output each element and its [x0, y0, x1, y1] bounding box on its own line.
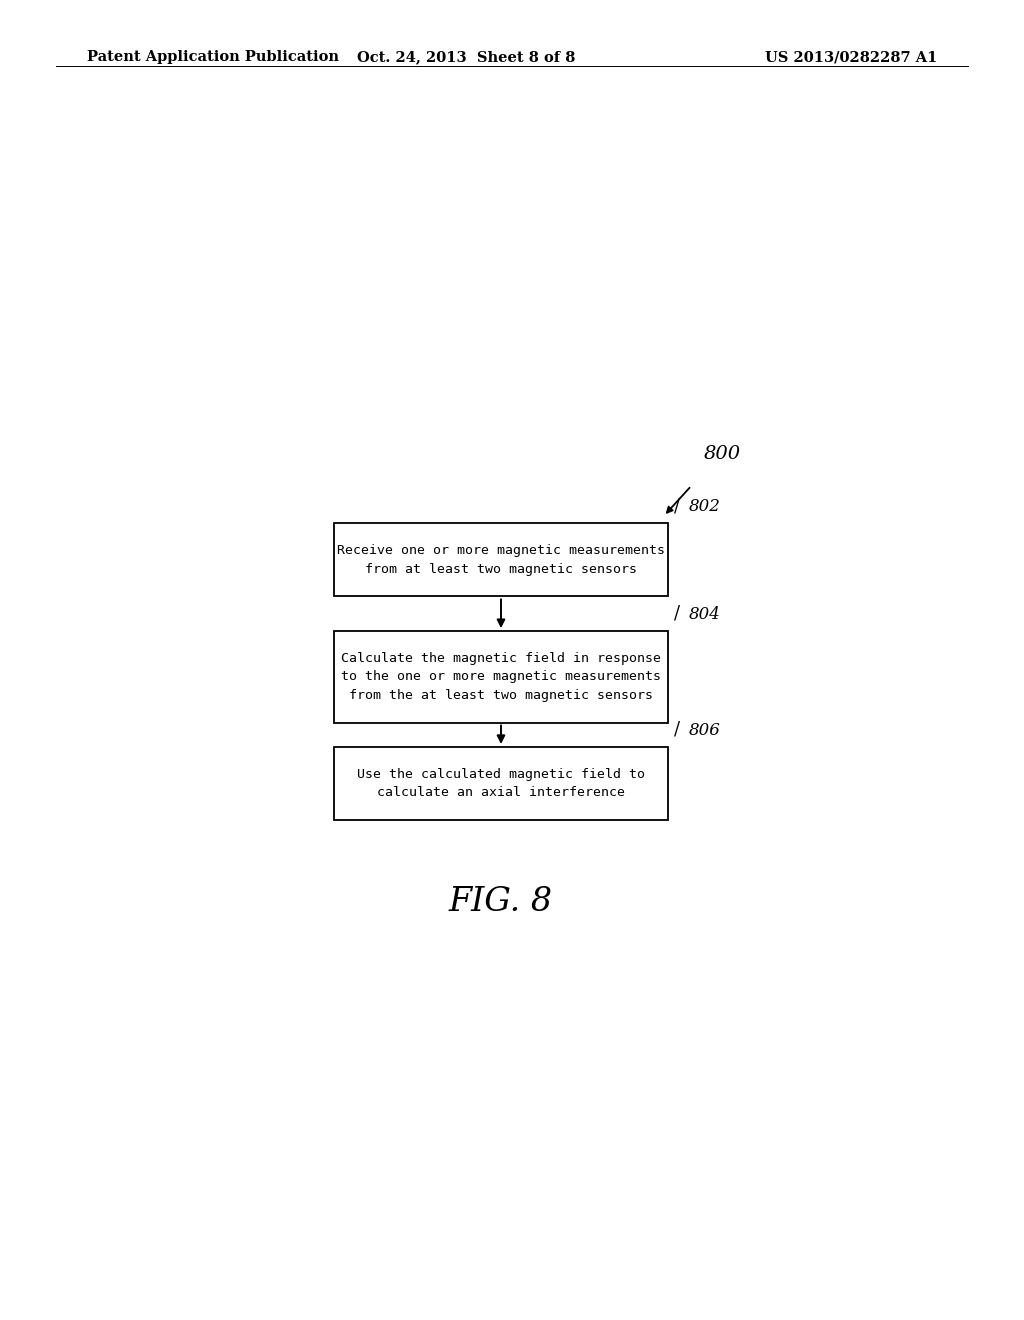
- Text: Patent Application Publication: Patent Application Publication: [87, 50, 339, 65]
- Bar: [334, 631, 668, 722]
- Bar: [334, 523, 668, 597]
- Text: 800: 800: [703, 445, 740, 463]
- Text: 802: 802: [688, 498, 720, 515]
- Text: Oct. 24, 2013  Sheet 8 of 8: Oct. 24, 2013 Sheet 8 of 8: [356, 50, 575, 65]
- Text: Use the calculated magnetic field to
calculate an axial interference: Use the calculated magnetic field to cal…: [357, 768, 645, 799]
- Text: 804: 804: [688, 606, 720, 623]
- Text: Receive one or more magnetic measurements
from at least two magnetic sensors: Receive one or more magnetic measurement…: [337, 544, 665, 576]
- Text: US 2013/0282287 A1: US 2013/0282287 A1: [765, 50, 937, 65]
- Text: FIG. 8: FIG. 8: [449, 887, 553, 919]
- Text: /: /: [674, 498, 680, 515]
- Text: 806: 806: [688, 722, 720, 739]
- Text: /: /: [674, 605, 680, 623]
- Bar: [334, 747, 668, 820]
- Text: /: /: [674, 721, 680, 739]
- Text: Calculate the magnetic field in response
to the one or more magnetic measurement: Calculate the magnetic field in response…: [341, 652, 662, 702]
